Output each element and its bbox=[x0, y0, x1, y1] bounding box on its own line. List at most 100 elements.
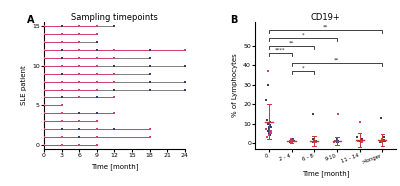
Point bbox=[76, 120, 82, 123]
Point bbox=[288, 140, 295, 142]
Point bbox=[268, 132, 274, 135]
Text: **: ** bbox=[289, 40, 294, 45]
Point bbox=[94, 72, 100, 75]
Title: CD19+: CD19+ bbox=[311, 12, 340, 22]
Point bbox=[76, 33, 82, 36]
Point bbox=[313, 140, 320, 143]
Point bbox=[58, 64, 65, 67]
Point bbox=[94, 143, 100, 146]
Point bbox=[76, 96, 82, 99]
Point bbox=[111, 64, 118, 67]
Point bbox=[266, 126, 272, 129]
Point bbox=[76, 88, 82, 91]
Point bbox=[265, 83, 271, 86]
Point bbox=[378, 116, 384, 119]
Point bbox=[41, 72, 47, 75]
Point bbox=[265, 134, 272, 137]
Point bbox=[41, 49, 47, 52]
Point bbox=[94, 41, 100, 44]
Point bbox=[357, 120, 363, 123]
Point bbox=[265, 122, 272, 125]
Point bbox=[111, 128, 118, 131]
Point bbox=[41, 56, 47, 59]
Point bbox=[41, 96, 47, 99]
Point bbox=[58, 112, 65, 115]
Point bbox=[94, 120, 100, 123]
Point bbox=[58, 88, 65, 91]
Point bbox=[146, 135, 153, 138]
Text: *: * bbox=[302, 65, 304, 70]
Point bbox=[94, 96, 100, 99]
Point bbox=[290, 140, 296, 142]
Point bbox=[94, 80, 100, 83]
Text: **: ** bbox=[334, 58, 340, 63]
Text: *: * bbox=[302, 32, 304, 37]
Point bbox=[41, 88, 47, 91]
Point bbox=[94, 135, 100, 138]
Point bbox=[354, 136, 360, 139]
Point bbox=[76, 72, 82, 75]
Point bbox=[41, 33, 47, 36]
Point bbox=[312, 140, 319, 142]
Point bbox=[290, 140, 297, 142]
Point bbox=[380, 136, 387, 139]
Point bbox=[76, 64, 82, 67]
Point bbox=[381, 140, 388, 142]
Point bbox=[76, 25, 82, 28]
Point bbox=[377, 140, 384, 143]
Point bbox=[41, 80, 47, 83]
Point bbox=[111, 56, 118, 59]
Point bbox=[311, 140, 317, 143]
Point bbox=[263, 128, 270, 131]
Point bbox=[58, 120, 65, 123]
Point bbox=[41, 64, 47, 67]
Point bbox=[146, 128, 153, 131]
Point bbox=[111, 80, 118, 83]
Point bbox=[94, 49, 100, 52]
Point bbox=[287, 140, 293, 142]
Point bbox=[94, 25, 100, 28]
Point bbox=[41, 143, 47, 146]
Point bbox=[41, 64, 47, 67]
Point bbox=[41, 56, 47, 59]
Point bbox=[146, 56, 153, 59]
Text: ****: **** bbox=[275, 48, 286, 53]
Point bbox=[76, 80, 82, 83]
Point bbox=[311, 140, 317, 142]
Point bbox=[41, 80, 47, 83]
Point bbox=[41, 104, 47, 107]
Point bbox=[267, 120, 274, 123]
Point bbox=[378, 138, 385, 141]
Point bbox=[41, 72, 47, 75]
Point bbox=[379, 138, 386, 141]
Point bbox=[267, 132, 273, 135]
Point bbox=[94, 120, 100, 123]
Point bbox=[310, 140, 317, 143]
Point bbox=[379, 140, 385, 142]
Point bbox=[310, 140, 316, 143]
Point bbox=[58, 135, 65, 138]
Point bbox=[94, 33, 100, 36]
X-axis label: Time [month]: Time [month] bbox=[91, 163, 138, 170]
Point bbox=[41, 25, 47, 28]
Point bbox=[111, 49, 118, 52]
Point bbox=[332, 140, 338, 142]
Point bbox=[76, 143, 82, 146]
Point bbox=[94, 33, 100, 36]
Point bbox=[263, 128, 270, 131]
Point bbox=[359, 140, 365, 143]
Point bbox=[41, 41, 47, 44]
Point bbox=[355, 140, 362, 142]
Point bbox=[94, 56, 100, 59]
Point bbox=[41, 112, 47, 115]
Point bbox=[58, 96, 65, 99]
Point bbox=[94, 135, 100, 138]
Point bbox=[58, 64, 65, 67]
Point bbox=[41, 135, 47, 138]
Point bbox=[94, 88, 100, 91]
Point bbox=[310, 138, 316, 141]
Point bbox=[358, 140, 364, 142]
Point bbox=[333, 138, 340, 141]
Point bbox=[41, 128, 47, 131]
Point bbox=[111, 56, 118, 59]
